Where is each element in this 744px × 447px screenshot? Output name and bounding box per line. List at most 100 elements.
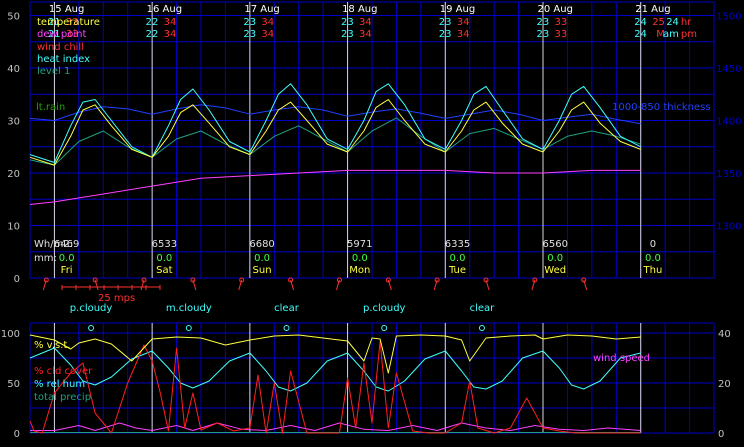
- bottom-y-right-tick: 0: [718, 429, 724, 440]
- unit-label: pm: [681, 29, 697, 40]
- rain-value: 0.0: [645, 253, 661, 264]
- legend-temperature: temperature: [37, 17, 100, 28]
- top-legend: temperature dew point wind chill heat in…: [34, 17, 711, 264]
- max-value: 34: [261, 17, 274, 28]
- weekday-label: Sun: [253, 265, 272, 276]
- wind-barb-dot: [43, 277, 49, 283]
- daily-summaries: 64690.0Fri65330.0Sat66800.0Sun59710.0Mon…: [54, 239, 662, 276]
- label-lt-rain: lt.rain: [36, 102, 65, 113]
- wind-barb-dot: [581, 277, 587, 283]
- min-value: 23: [243, 29, 256, 40]
- series-rel-hum: [29, 347, 641, 392]
- y-right-tick: 1350: [716, 169, 741, 180]
- wind-barb: [531, 279, 536, 291]
- bottom-right-axis: 0 20 40: [718, 329, 731, 440]
- date-label: 16 Aug: [147, 4, 182, 15]
- label-rain-mm: mm:: [34, 253, 57, 264]
- bottom-y-right-tick: 20: [718, 379, 731, 390]
- min-value: 23: [439, 29, 452, 40]
- energy-value: 6533: [152, 239, 177, 250]
- max-value: 34: [457, 29, 470, 40]
- min-value: 23: [536, 17, 549, 28]
- max-value: 34: [164, 17, 177, 28]
- max-value: 25: [652, 17, 665, 28]
- rain-value: 0.0: [352, 253, 368, 264]
- date-label: 17 Aug: [244, 4, 279, 15]
- sky-label: m.cloudy: [166, 303, 212, 314]
- min-value: 23: [243, 17, 256, 28]
- wind-barb: [335, 279, 340, 291]
- wind-barb-dot: [92, 277, 98, 283]
- wind-barb-dot: [288, 277, 294, 283]
- max-value: 34: [457, 17, 470, 28]
- legend-wind-chill: wind chill: [37, 42, 84, 53]
- weekday-label: Mon: [349, 265, 370, 276]
- y-right-tick: 1400: [716, 117, 741, 128]
- y-right-tick: 1300: [716, 222, 741, 233]
- series-temperature: [29, 99, 641, 166]
- top-grid: [29, 1, 715, 279]
- y-left-tick: 50: [7, 12, 20, 23]
- date-label: 18 Aug: [342, 4, 377, 15]
- date-label: 20 Aug: [537, 4, 572, 15]
- min-value: 24: [634, 29, 647, 40]
- max-value: 33: [554, 17, 567, 28]
- wind-barb-dot: [434, 277, 440, 283]
- min-value: 23: [341, 17, 354, 28]
- rain-value: 0.0: [254, 253, 270, 264]
- weekday-label: Wed: [544, 265, 566, 276]
- date-labels: 15 Aug 16 Aug 17 Aug 18 Aug 19 Aug 20 Aug 21 A…: [49, 4, 671, 15]
- max-value: M: [656, 29, 665, 40]
- y-left-tick: 40: [7, 64, 20, 75]
- min-value: 23: [341, 29, 354, 40]
- day-separators: [53, 2, 642, 278]
- energy-value: 6335: [445, 239, 470, 250]
- series-dew-point: [29, 169, 641, 205]
- series-heat-index: [29, 83, 641, 163]
- min-value: 22: [146, 29, 159, 40]
- rain-value: 0.0: [59, 253, 75, 264]
- wind-scale-label: 25 mps: [98, 293, 135, 304]
- wind-barb: [94, 279, 99, 291]
- min-value: 24: [634, 17, 647, 28]
- wind-barb: [583, 279, 588, 291]
- legend-vst: % v.s.t.: [34, 340, 71, 351]
- wind-barb: [192, 279, 197, 291]
- max-value: 34: [359, 17, 372, 28]
- sky-label: clear: [470, 303, 496, 314]
- top-right-axis: 1300 1350 1400 1450 1500: [716, 12, 741, 233]
- min-value: 22: [146, 17, 159, 28]
- wind-barb-dot: [483, 277, 489, 283]
- rain-value: 0.0: [450, 253, 466, 264]
- series-vst: [29, 334, 641, 374]
- weekday-label: Tue: [448, 265, 466, 276]
- series-wind-speed: [30, 422, 641, 431]
- humidity-series: [29, 334, 641, 434]
- bottom-y-left-tick: 100: [1, 329, 20, 340]
- max-value: 34: [359, 29, 372, 40]
- unit-label: hr: [681, 17, 692, 28]
- unit-label: am: [663, 29, 679, 40]
- bottom-left-axis: 0 50 100: [1, 329, 20, 440]
- wind-barb-dot: [190, 277, 196, 283]
- bottom-legend: % v.s.t. % cld cover % rel hum total pre…: [34, 340, 650, 403]
- label-thickness: 1000-850 thickness: [612, 102, 711, 113]
- series-level-1: [29, 117, 641, 166]
- legend-rel-hum: % rel hum: [34, 379, 85, 390]
- legend-cld-cover: % cld cover: [34, 366, 93, 377]
- rain-value: 0.0: [547, 253, 563, 264]
- wind-barb: [387, 279, 392, 291]
- weekday-label: Thu: [643, 265, 663, 276]
- legend-heat-index: heat index: [37, 54, 90, 65]
- sky-marker: [283, 325, 290, 331]
- energy-value: 0: [650, 239, 656, 250]
- rain-value: 0.0: [156, 253, 172, 264]
- energy-value: 6560: [542, 239, 567, 250]
- wind-barb: [290, 279, 295, 291]
- top-left-axis: 0 10 20 30 40 50: [7, 12, 20, 286]
- min-value: 23: [439, 17, 452, 28]
- wind-barb: [140, 279, 145, 291]
- max-value: 34: [164, 29, 177, 40]
